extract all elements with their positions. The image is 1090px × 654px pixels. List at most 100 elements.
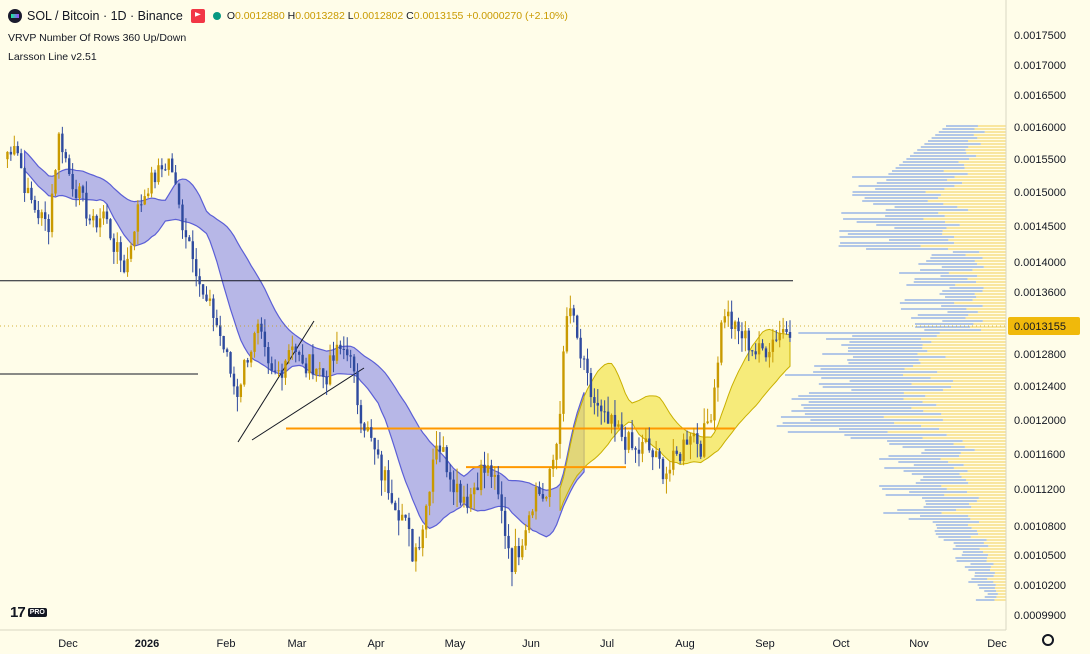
- candle-body: [637, 449, 641, 454]
- time-axis[interactable]: [0, 630, 1006, 654]
- vp-bar-down: [953, 542, 984, 544]
- vp-bar-up: [944, 494, 1006, 496]
- candle-body: [771, 339, 775, 352]
- candle-body: [363, 423, 366, 431]
- candle-body: [569, 308, 572, 317]
- vp-bar-up: [979, 548, 1006, 550]
- vp-bar-down: [931, 254, 966, 256]
- vp-bar-down: [945, 296, 977, 298]
- vp-bar-down: [913, 281, 977, 283]
- vp-bar-up: [993, 581, 1006, 583]
- tradingview-logo[interactable]: 17 PRO: [10, 604, 47, 621]
- candle-body: [170, 158, 174, 173]
- symbol-title[interactable]: SOL / Bitcoin · 1D · Binance: [27, 9, 183, 23]
- candle-body: [775, 339, 778, 341]
- candle-body: [778, 332, 781, 341]
- candle-body: [678, 453, 682, 462]
- vp-bar-down: [940, 275, 978, 277]
- vp-bar-up: [958, 161, 1006, 163]
- candle-body: [50, 193, 54, 233]
- vp-bar-up: [996, 590, 1006, 592]
- y-tick-label: 0.0012000: [1014, 415, 1066, 427]
- vp-bar-up: [923, 410, 1006, 412]
- vp-bar-down: [791, 398, 904, 400]
- settings-gear-icon[interactable]: [1042, 634, 1054, 646]
- candle-body: [548, 468, 551, 498]
- y-tick-label: 0.0010500: [1014, 550, 1066, 562]
- vp-bar-up: [946, 227, 1006, 229]
- candle-body: [476, 487, 479, 491]
- vp-bar-down: [850, 437, 923, 439]
- candle-body: [246, 360, 249, 363]
- indicator-larsson-line[interactable]: Larsson Line v2.51: [8, 51, 97, 63]
- vp-bar-up: [957, 206, 1006, 208]
- candle-body: [668, 469, 672, 474]
- vp-bar-down: [798, 395, 926, 397]
- flag-icon[interactable]: [190, 9, 205, 23]
- vp-bar-down: [801, 404, 937, 406]
- candle-body: [490, 465, 493, 477]
- x-tick-label: May: [445, 638, 466, 650]
- vp-bar-up: [903, 374, 1006, 376]
- candle-body: [174, 172, 177, 184]
- vp-bar-down: [821, 377, 931, 379]
- candle-body: [256, 323, 260, 334]
- vp-bar-up: [977, 263, 1006, 265]
- vp-bar-down: [924, 143, 981, 145]
- candle-body: [658, 451, 661, 459]
- candle-body: [263, 331, 267, 348]
- vp-bar-down: [851, 389, 943, 391]
- candle-body: [459, 483, 462, 503]
- vp-bar-down: [808, 401, 923, 403]
- vp-bar-up: [925, 191, 1006, 193]
- trend-line-upper: [237, 320, 315, 443]
- vp-bar-down: [952, 251, 980, 253]
- vp-bar-down: [914, 278, 968, 280]
- candle-body: [692, 433, 696, 437]
- candle-body: [517, 546, 521, 558]
- vp-bar-down: [895, 167, 965, 169]
- candle-body: [301, 354, 304, 364]
- vp-bar-up: [967, 173, 1006, 175]
- vp-bar-up: [953, 443, 1006, 445]
- candle-body: [551, 459, 555, 469]
- vp-bar-down: [906, 284, 956, 286]
- candle-body: [19, 153, 23, 169]
- vp-bar-up: [983, 287, 1006, 289]
- x-tick-label: Dec: [58, 638, 78, 650]
- x-tick-label: Feb: [217, 638, 236, 650]
- vp-bar-up: [976, 500, 1006, 502]
- candle-body: [280, 370, 284, 378]
- candle-body: [524, 530, 527, 546]
- candle-body: [16, 146, 19, 154]
- bear-band: [23, 149, 585, 538]
- candle-body: [754, 351, 757, 355]
- candle-body: [380, 454, 383, 481]
- vp-bar-down: [820, 368, 905, 370]
- candle-body: [510, 548, 514, 573]
- candle-body: [92, 215, 95, 221]
- vp-bar-down: [841, 212, 939, 214]
- candle-body: [201, 284, 205, 295]
- vp-bar-down: [913, 464, 964, 466]
- vp-bar-up: [965, 317, 1006, 319]
- candle-body: [414, 547, 418, 562]
- vp-bar-up: [921, 338, 1006, 340]
- vp-bar-down: [941, 266, 984, 268]
- solana-icon[interactable]: [8, 9, 22, 23]
- vp-bar-up: [995, 584, 1006, 586]
- vp-bar-down: [889, 443, 954, 445]
- indicator-vrvp[interactable]: VRVP Number Of Rows 360 Up/Down: [8, 32, 187, 44]
- candle-body: [421, 529, 424, 549]
- pro-badge: PRO: [27, 608, 47, 617]
- candle-body: [624, 436, 627, 450]
- vp-bar-up: [984, 131, 1006, 133]
- chart-pane[interactable]: [0, 0, 1006, 630]
- vp-bar-up: [982, 305, 1006, 307]
- vp-bar-down: [911, 317, 966, 319]
- candle-body: [339, 344, 342, 349]
- vp-bar-up: [994, 599, 1006, 601]
- vp-bar-up: [966, 152, 1006, 154]
- last-price-label: 0.0013155: [1008, 317, 1080, 335]
